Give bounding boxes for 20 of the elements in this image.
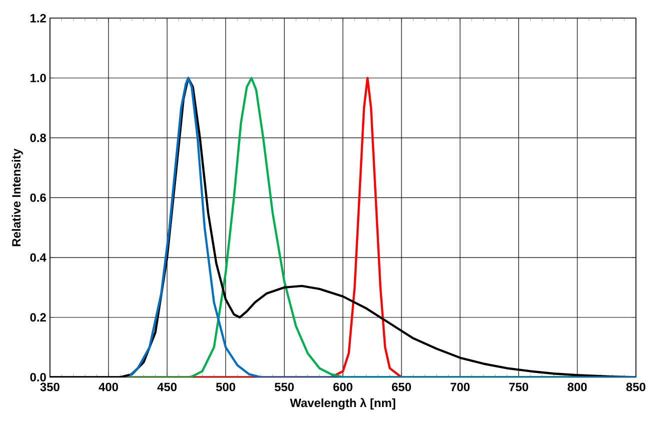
x-tick-label: 650 xyxy=(392,382,411,392)
x-tick-label: 700 xyxy=(450,382,470,392)
x-tick-label: 850 xyxy=(626,382,646,392)
y-tick-label: 0.6 xyxy=(30,193,46,202)
y-axis-title: Relative Intensity xyxy=(12,148,23,246)
x-tick-label: 400 xyxy=(98,382,118,392)
x-tick-label: 550 xyxy=(274,382,294,392)
x-tick-label: 750 xyxy=(509,382,528,392)
y-tick-label: 0.0 xyxy=(30,372,46,382)
x-tick-label: 350 xyxy=(40,382,60,392)
x-tick-label: 600 xyxy=(333,382,352,392)
y-tick-label: 1.2 xyxy=(30,14,46,22)
y-tick-label: 1.0 xyxy=(30,74,46,82)
x-tick-label: 500 xyxy=(216,382,236,392)
y-tick-label: 0.4 xyxy=(30,253,46,262)
x-tick-label: 800 xyxy=(568,382,587,392)
y-tick-label: 0.2 xyxy=(30,313,46,322)
x-axis-title: Wavelength λ [nm] xyxy=(290,398,396,410)
x-tick-label: 450 xyxy=(157,382,177,392)
y-tick-label: 0.8 xyxy=(30,134,46,142)
